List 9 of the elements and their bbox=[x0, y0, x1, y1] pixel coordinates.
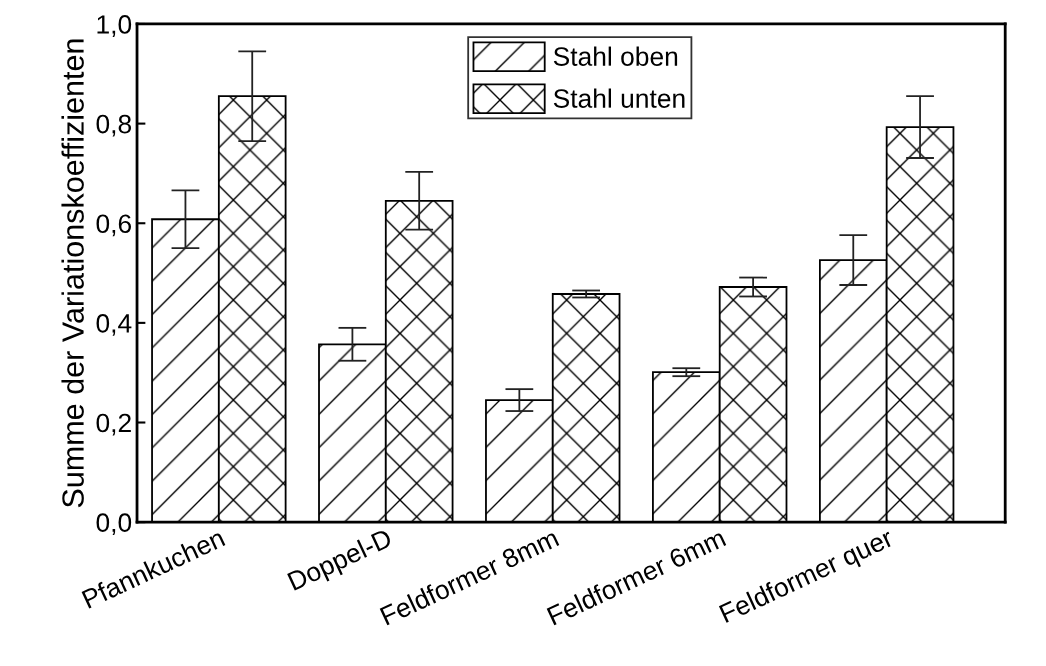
legend-label: Stahl unten bbox=[553, 88, 685, 108]
y-tick-label: 0,0 bbox=[96, 513, 132, 536]
y-tick-label: 0,6 bbox=[96, 214, 132, 237]
y-tick-label: 0,2 bbox=[96, 413, 131, 436]
y-tick-label: 0,8 bbox=[96, 114, 132, 137]
legend-label: Stahl oben bbox=[553, 46, 678, 66]
y-tick-label: 1,0 bbox=[97, 15, 132, 37]
y-axis-title: Summe der Variationskoeffizienten bbox=[61, 39, 84, 508]
y-tick-label: 0,4 bbox=[96, 314, 132, 336]
